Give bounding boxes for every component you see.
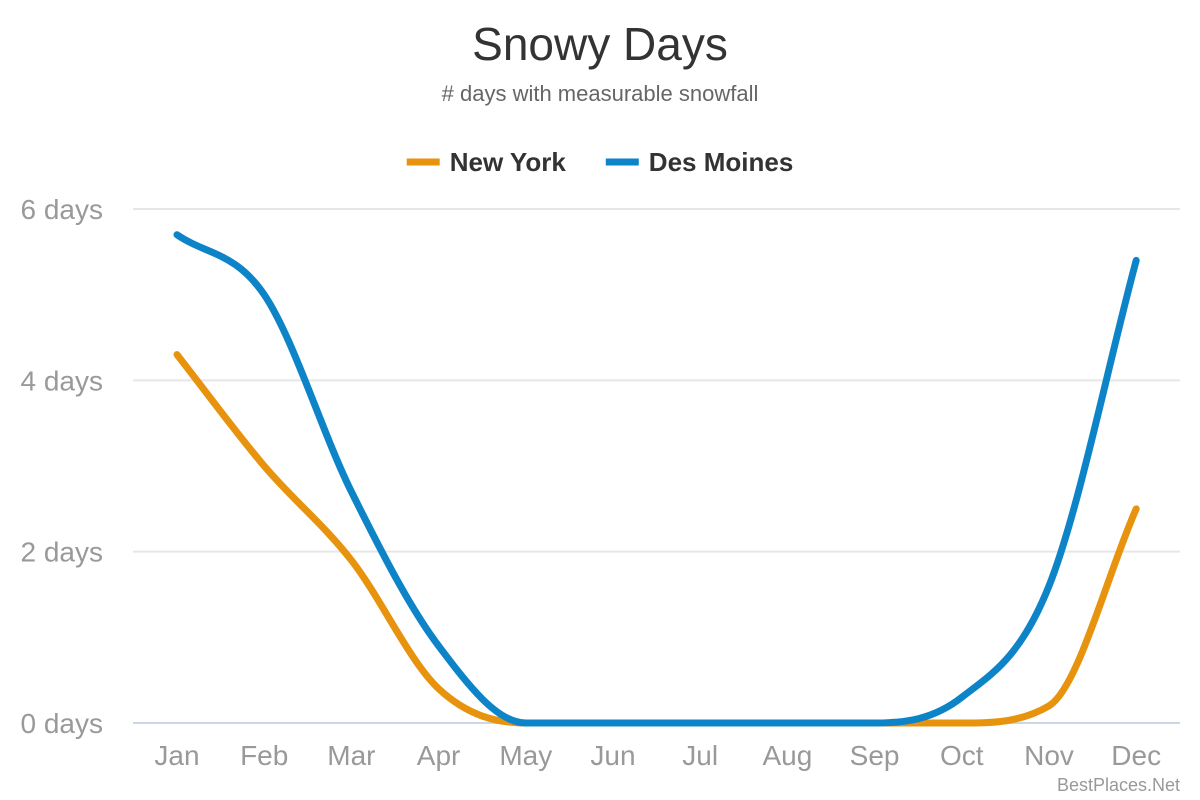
x-tick-label-nov: Nov <box>1024 740 1074 771</box>
x-tick-label-sep: Sep <box>850 740 900 771</box>
x-axis: Jan Feb Mar Apr May Jun Jul Aug Sep Oct Nov Dec <box>154 740 1161 771</box>
y-tick-label-0: 0 days <box>21 708 104 739</box>
credits-text[interactable]: BestPlaces.Net <box>1057 775 1180 795</box>
series-line-new-york[interactable] <box>173 351 1140 727</box>
x-tick-label-feb: Feb <box>240 740 288 771</box>
legend-label-new-york: New York <box>450 147 567 177</box>
chart-subtitle: # days with measurable snowfall <box>442 81 759 106</box>
chart-legend[interactable]: New York Des Moines <box>406 147 794 177</box>
legend-item-new-york[interactable]: New York <box>406 147 567 177</box>
y-axis: 0 days 2 days 4 days 6 days <box>21 194 104 739</box>
x-tick-label-jan: Jan <box>154 740 199 771</box>
series-group <box>173 231 1140 727</box>
x-tick-label-dec: Dec <box>1111 740 1161 771</box>
x-tick-label-jul: Jul <box>682 740 718 771</box>
legend-label-des-moines: Des Moines <box>649 147 794 177</box>
grid-lines <box>133 208 1180 724</box>
y-tick-label-6: 6 days <box>21 194 104 225</box>
x-tick-label-oct: Oct <box>940 740 984 771</box>
x-tick-label-jun: Jun <box>590 740 635 771</box>
y-tick-label-4: 4 days <box>21 365 104 396</box>
x-tick-label-mar: Mar <box>327 740 375 771</box>
chart-title: Snowy Days <box>472 18 728 70</box>
x-tick-label-apr: Apr <box>417 740 461 771</box>
legend-item-des-moines[interactable]: Des Moines <box>605 147 794 177</box>
x-tick-label-may: May <box>499 740 552 771</box>
x-tick-label-aug: Aug <box>762 740 812 771</box>
y-tick-label-2: 2 days <box>21 537 104 568</box>
series-line-des-moines[interactable] <box>173 231 1140 727</box>
